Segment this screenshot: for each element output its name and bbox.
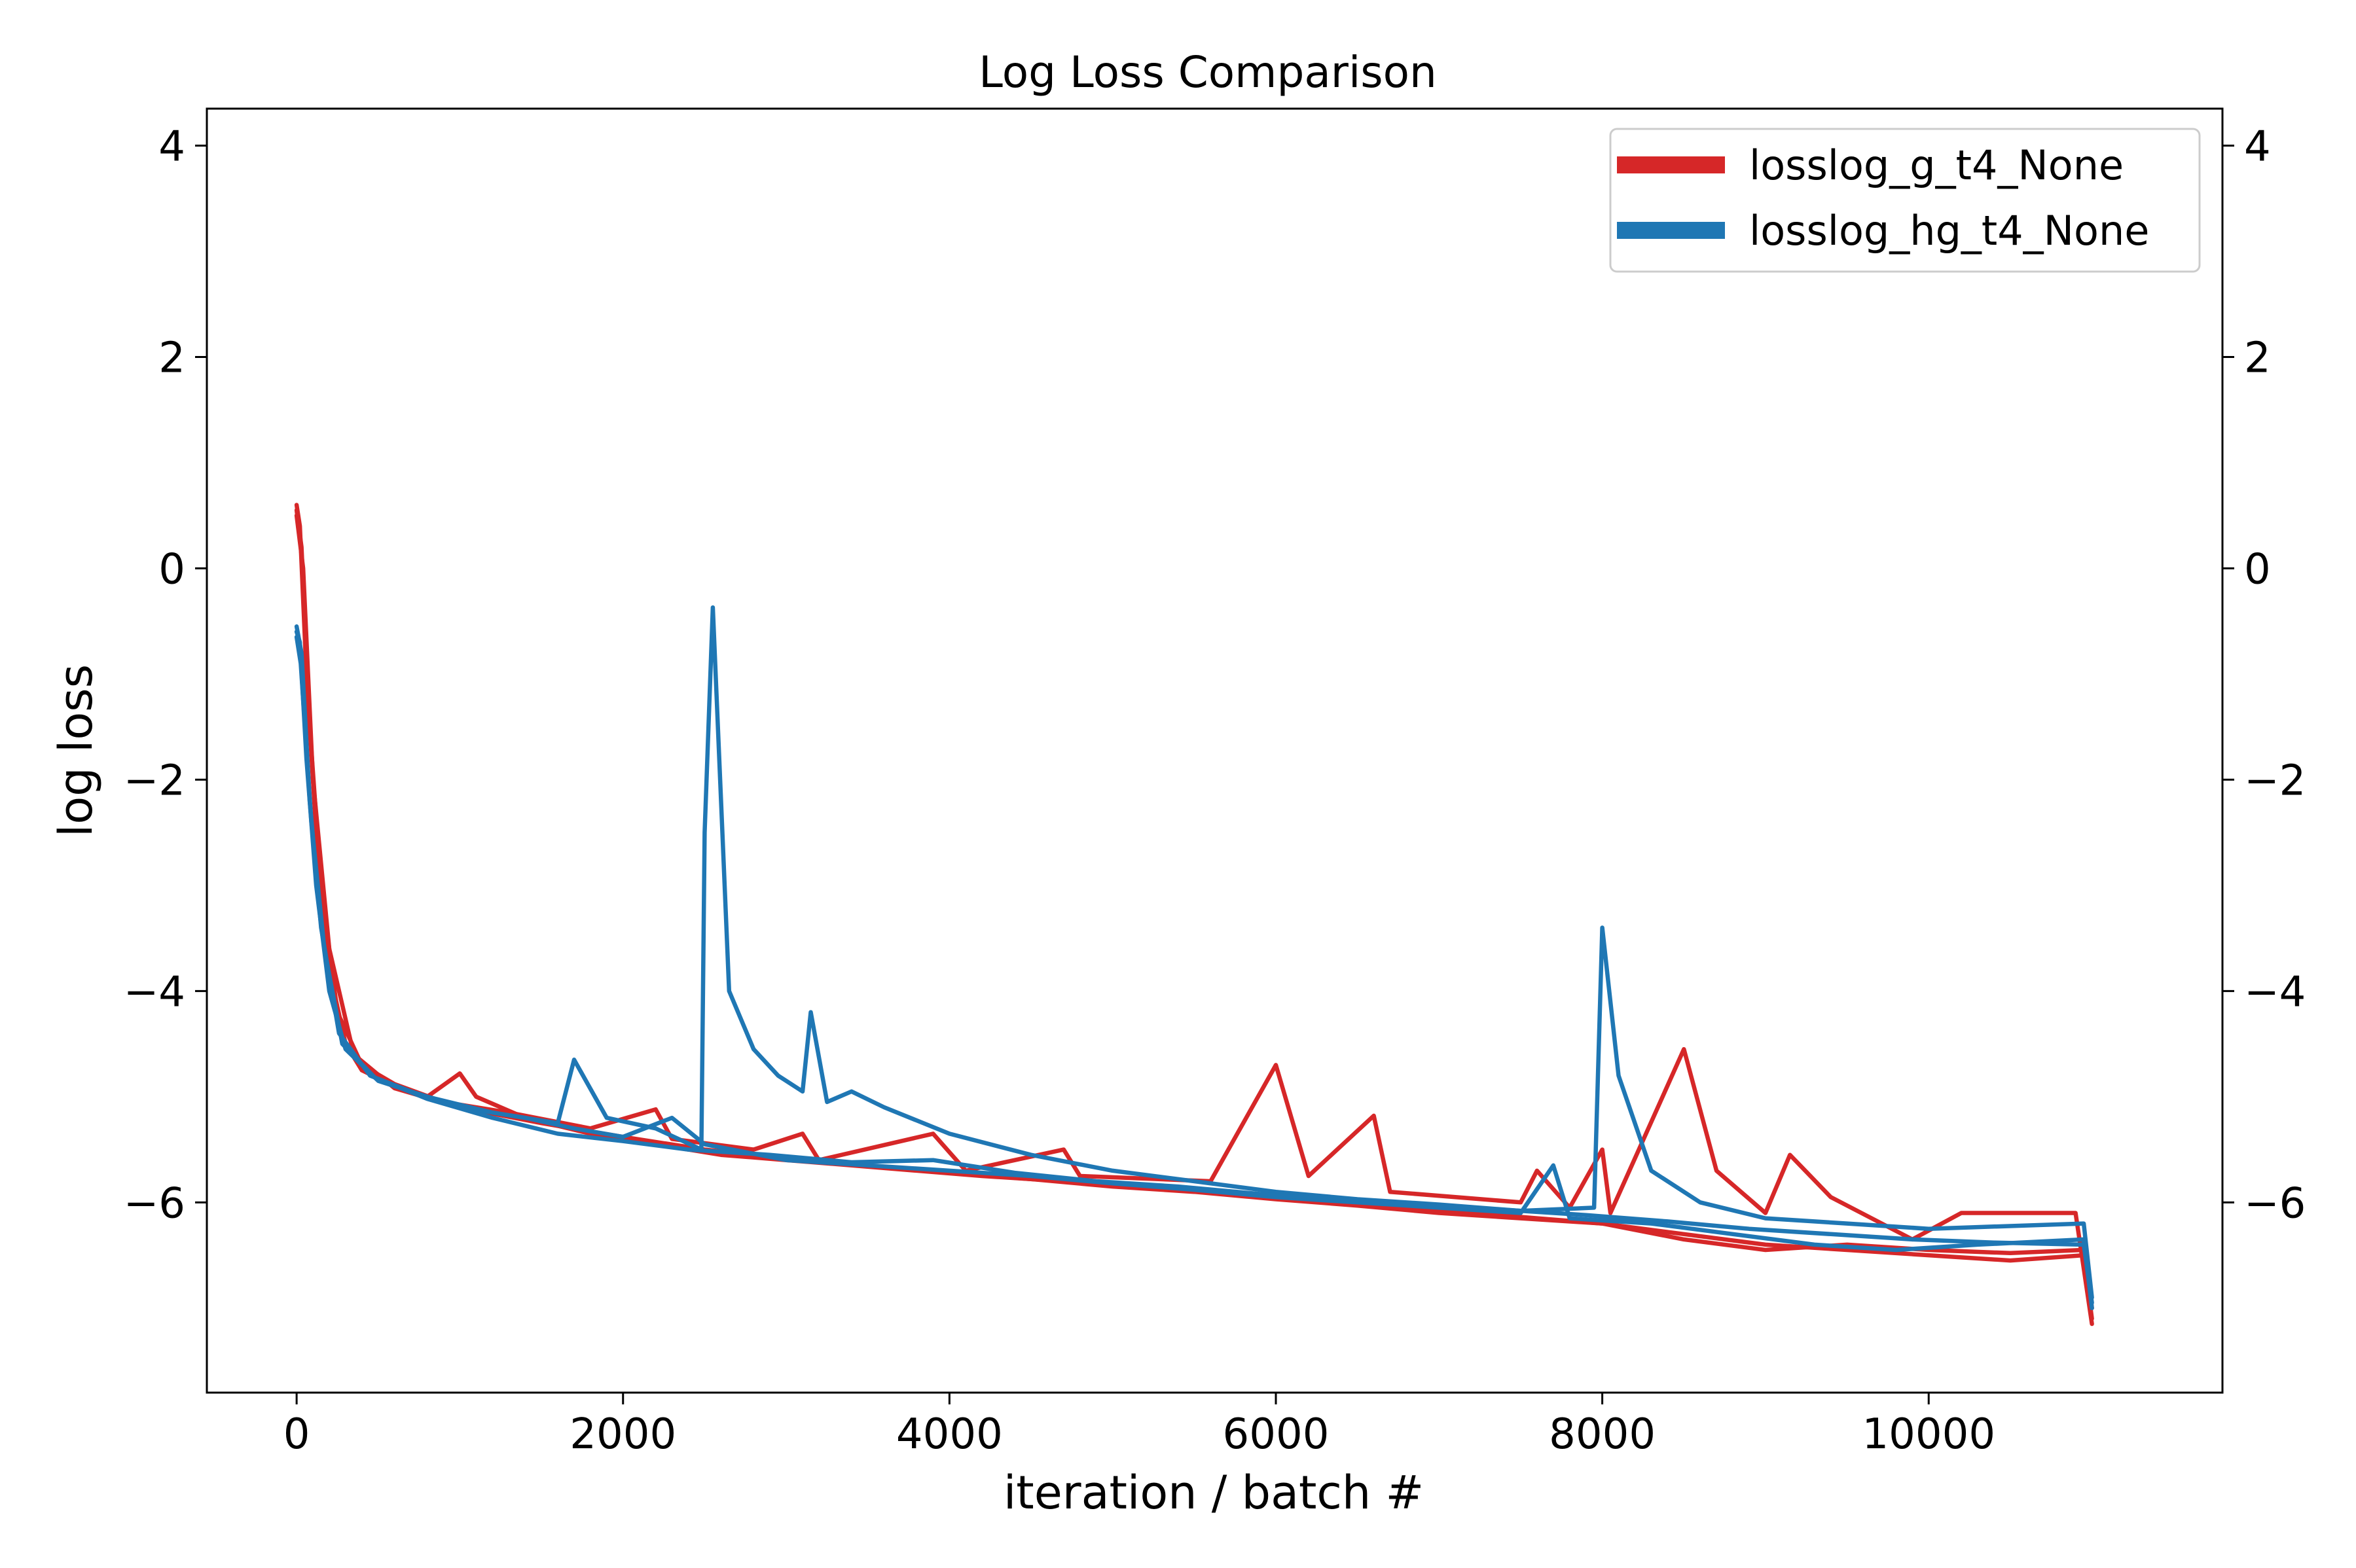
legend-label-series-2: losslog_hg_t4_None bbox=[1749, 207, 2149, 255]
y-axis-right: −6 −4 −2 0 2 4 bbox=[2222, 123, 2306, 1228]
y-axis-label: log loss bbox=[49, 664, 103, 837]
x-tick-label: 8000 bbox=[1549, 1410, 1656, 1459]
y-tick-label-left: 2 bbox=[158, 334, 185, 382]
y-tick-label-right: −6 bbox=[2244, 1179, 2306, 1228]
x-tick-label: 2000 bbox=[570, 1410, 676, 1459]
chart-title: Log Loss Comparison bbox=[979, 47, 1437, 98]
y-tick-label-left: −4 bbox=[124, 968, 185, 1016]
x-tick-label: 4000 bbox=[896, 1410, 1003, 1459]
y-axis-left: −6 −4 −2 0 2 4 bbox=[124, 123, 207, 1228]
x-axis: 0 2000 4000 6000 8000 10000 bbox=[283, 1393, 1995, 1459]
series-2-run-3-line bbox=[294, 635, 2094, 1305]
plot-lines bbox=[294, 503, 2094, 1327]
legend-label-series-1: losslog_g_t4_None bbox=[1749, 141, 2124, 189]
y-tick-label-right: 4 bbox=[2244, 123, 2271, 171]
x-tick-label: 10000 bbox=[1862, 1410, 1995, 1459]
series-1-run-3-line bbox=[294, 513, 2094, 1311]
x-axis-label: iteration / batch # bbox=[1004, 1466, 1424, 1520]
x-tick-label: 0 bbox=[283, 1410, 310, 1459]
y-tick-label-left: −2 bbox=[124, 757, 185, 805]
y-tick-label-right: 2 bbox=[2244, 334, 2271, 382]
y-tick-label-left: 4 bbox=[158, 123, 185, 171]
plot-frame bbox=[206, 107, 2224, 1394]
y-tick-label-right: −4 bbox=[2244, 968, 2306, 1016]
x-tick-label: 6000 bbox=[1223, 1410, 1330, 1459]
legend: losslog_g_t4_None losslog_hg_t4_None bbox=[1609, 128, 2201, 273]
legend-box bbox=[1609, 128, 2201, 273]
y-tick-label-left: −6 bbox=[124, 1179, 185, 1228]
y-tick-label-right: −2 bbox=[2244, 757, 2306, 805]
y-tick-label-left: 0 bbox=[158, 545, 185, 594]
y-tick-label-right: 0 bbox=[2244, 545, 2271, 594]
